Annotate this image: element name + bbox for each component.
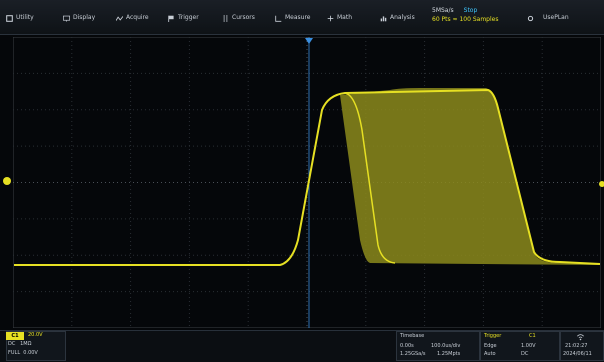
acquire-icon	[116, 15, 123, 21]
menu-utility-label: Utility	[16, 14, 34, 21]
menu-cursors[interactable]: Cursors	[222, 11, 255, 25]
gear-icon	[527, 15, 534, 21]
clock-date: 2024/06/11	[563, 351, 592, 357]
ch1-offset-marker[interactable]	[3, 177, 11, 185]
menu-measure-label: Measure	[285, 14, 311, 21]
ch1-coupling: DC 1MΩ	[8, 341, 31, 347]
timebase-title: Timebase	[400, 333, 425, 339]
timebase-delay: 0.00s	[400, 343, 414, 349]
timebase-memory: 1.25Mpts	[437, 351, 461, 357]
utility-icon	[6, 14, 13, 22]
cursors-icon	[223, 14, 228, 22]
top-menu-bar: Utility Display Acquire Trigger Cursors …	[0, 0, 604, 35]
menu-measure[interactable]: Measure	[275, 11, 311, 25]
trigger-mode: Auto	[484, 351, 496, 357]
menu-acquire[interactable]: Acquire	[116, 11, 149, 25]
menu-math-label: Math	[337, 14, 353, 21]
menu-display[interactable]: Display	[63, 11, 95, 25]
menu-user[interactable]: UsePLan	[527, 11, 569, 25]
trigger-title: Trigger	[484, 333, 502, 339]
status-sample-rate: 5MSa/s	[432, 7, 454, 14]
wifi-icon	[577, 334, 584, 341]
analysis-icon	[380, 15, 387, 21]
display-icon	[63, 15, 70, 22]
trigger-type: Edge	[484, 343, 497, 349]
ch1-tag: C1	[6, 332, 24, 340]
clock-time: 21:02:27	[565, 343, 588, 349]
menu-utility[interactable]: Utility	[6, 11, 34, 25]
menu-math[interactable]: Math	[327, 11, 352, 25]
status-memory: 60 Pts ≈ 100 Samples	[432, 16, 499, 23]
trigger-box[interactable]: Trigger C1 Edge 1.00V Auto DC	[480, 331, 560, 361]
ch1-coupling-label: DC	[8, 341, 16, 347]
menu-acquire-label: Acquire	[126, 14, 149, 21]
ch1-volts-per-div: 20.0V	[28, 332, 43, 338]
menu-user-label: UsePLan	[543, 14, 569, 21]
trigger-level: 1.00V	[521, 343, 536, 349]
trigger-flag-icon	[168, 15, 174, 22]
measure-icon	[275, 15, 282, 22]
clock-box: 21:02:27 2024/06/11	[560, 331, 604, 361]
menu-cursors-label: Cursors	[232, 14, 255, 21]
acquisition-status[interactable]: 5MSa/s Stop 60 Pts ≈ 100 Samples	[432, 6, 498, 24]
timebase-per-div: 100.0us/div	[431, 343, 461, 349]
timebase-box[interactable]: Timebase 0.00s 100.0us/div 1.25GSa/s 1.2…	[396, 331, 480, 361]
menu-analysis[interactable]: Analysis	[380, 11, 415, 25]
run-state-badge: Stop	[463, 7, 478, 14]
ch1-bw-label: FULL	[8, 350, 21, 356]
trigger-source: C1	[529, 333, 536, 339]
math-icon	[327, 15, 334, 21]
trigger-coupling: DC	[521, 351, 529, 357]
menu-analysis-label: Analysis	[390, 14, 415, 21]
menu-display-label: Display	[73, 14, 96, 21]
menu-trigger[interactable]: Trigger	[168, 11, 199, 25]
menu-trigger-label: Trigger	[178, 14, 199, 21]
ch1-impedance: 1MΩ	[20, 341, 32, 347]
timebase-sample-rate: 1.25GSa/s	[400, 351, 426, 357]
ch1-offset-value: 0.00V	[23, 350, 38, 356]
ch1-offset: FULL 0.00V	[8, 350, 38, 356]
waveform-grid[interactable]	[13, 37, 601, 328]
